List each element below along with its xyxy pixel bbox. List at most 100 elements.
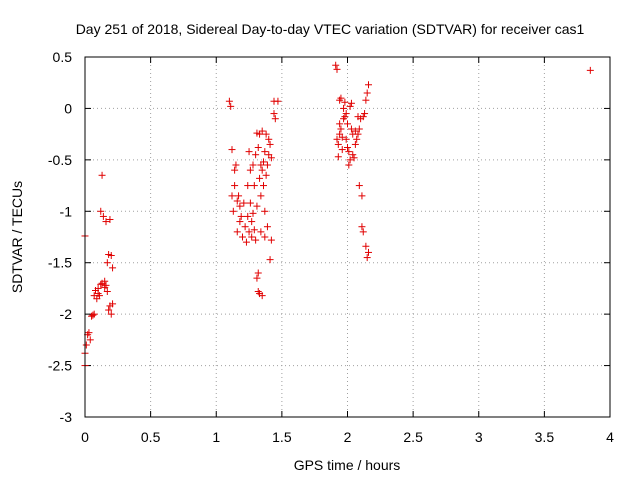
data-point [231, 182, 239, 190]
data-point [106, 216, 114, 224]
data-point [345, 161, 353, 169]
data-point [361, 110, 369, 118]
data-point [365, 248, 372, 256]
data-point [245, 228, 253, 236]
data-point [101, 277, 109, 285]
data-point [253, 274, 261, 282]
data-point [359, 228, 367, 236]
x-tick-label: 0.5 [141, 429, 161, 445]
data-point [346, 102, 354, 110]
data-point [244, 212, 252, 220]
x-tick-label: 3 [475, 429, 483, 445]
data-point [95, 292, 103, 300]
data-point [229, 207, 237, 215]
x-tick-label: 2.5 [403, 429, 423, 445]
data-point [105, 306, 113, 314]
data-point [258, 166, 266, 174]
data-point [260, 182, 267, 190]
data-point [342, 110, 350, 118]
data-point [263, 161, 271, 169]
data-point [99, 212, 107, 220]
data-point [267, 154, 275, 162]
y-tick-label: -2 [60, 306, 73, 322]
tick-layer: 0 0.5 1 1.5 2 2.5 3 3.5 4 0.5 0 -0.5 -1 -1.5 -2 -2.5 -3 [48, 49, 614, 445]
data-point [240, 199, 248, 207]
data-point [90, 310, 98, 318]
y-tick-label: -0.5 [48, 152, 72, 168]
data-point [236, 218, 244, 226]
data-point [341, 113, 349, 121]
data-point [241, 223, 249, 231]
data-point [586, 66, 594, 74]
data-point [270, 110, 278, 118]
y-tick-label: 0 [64, 100, 72, 116]
data-point [336, 120, 344, 128]
data-point [263, 223, 271, 231]
data-point [257, 228, 265, 236]
data-point [340, 104, 348, 112]
data-point [254, 269, 262, 277]
data-point [109, 264, 117, 272]
data-point [362, 242, 370, 250]
data-point [365, 81, 372, 89]
x-tick-label: 0 [81, 429, 89, 445]
data-point [225, 97, 233, 105]
data-point [97, 280, 105, 288]
data-point [237, 212, 245, 220]
x-tick-label: 1 [212, 429, 220, 445]
data-point [233, 197, 241, 205]
data-point [233, 228, 241, 236]
data-point [242, 238, 250, 246]
data-point [103, 259, 111, 267]
data-point [252, 151, 260, 159]
data-point [235, 192, 243, 200]
data-point [107, 310, 115, 318]
data-point [244, 182, 252, 190]
data-point [274, 97, 282, 105]
data-point [250, 182, 258, 190]
data-point [363, 254, 371, 262]
chart-title: Day 251 of 2018, Sidereal Day-to-day VTE… [76, 21, 585, 37]
data-point [271, 115, 279, 123]
data-point [94, 284, 102, 292]
data-point [342, 135, 350, 143]
x-tick-label: 3.5 [535, 429, 555, 445]
y-tick-label: -3 [60, 409, 73, 425]
data-point [359, 113, 367, 121]
data-point [239, 233, 246, 241]
data-point [227, 102, 235, 110]
data-point [258, 127, 266, 135]
data-point [236, 202, 244, 210]
data-point [346, 156, 354, 164]
data-point [332, 61, 340, 69]
data-point [89, 311, 97, 319]
data-point [333, 65, 341, 73]
y-axis-label: SDTVAR / TECUs [9, 181, 25, 293]
x-tick-label: 1.5 [272, 429, 292, 445]
y-tick-label: -1 [60, 203, 73, 219]
data-point [347, 99, 355, 107]
data-point [355, 125, 363, 133]
data-point [354, 130, 362, 138]
data-point [266, 140, 274, 148]
data-point [262, 130, 270, 138]
data-points [81, 61, 594, 370]
data-point [338, 146, 346, 154]
data-point [228, 146, 236, 154]
data-point [246, 199, 254, 207]
data-point [337, 125, 345, 133]
data-point [245, 148, 253, 156]
data-point [350, 154, 358, 162]
data-point [341, 98, 349, 106]
data-point [231, 166, 239, 174]
data-point [86, 336, 94, 344]
data-point [254, 144, 262, 152]
data-point [102, 281, 110, 289]
data-point [345, 148, 353, 156]
data-point [358, 223, 366, 231]
data-point [258, 292, 266, 300]
data-point [257, 192, 265, 200]
data-point [256, 174, 264, 182]
data-point [261, 207, 269, 215]
data-point [261, 148, 269, 156]
